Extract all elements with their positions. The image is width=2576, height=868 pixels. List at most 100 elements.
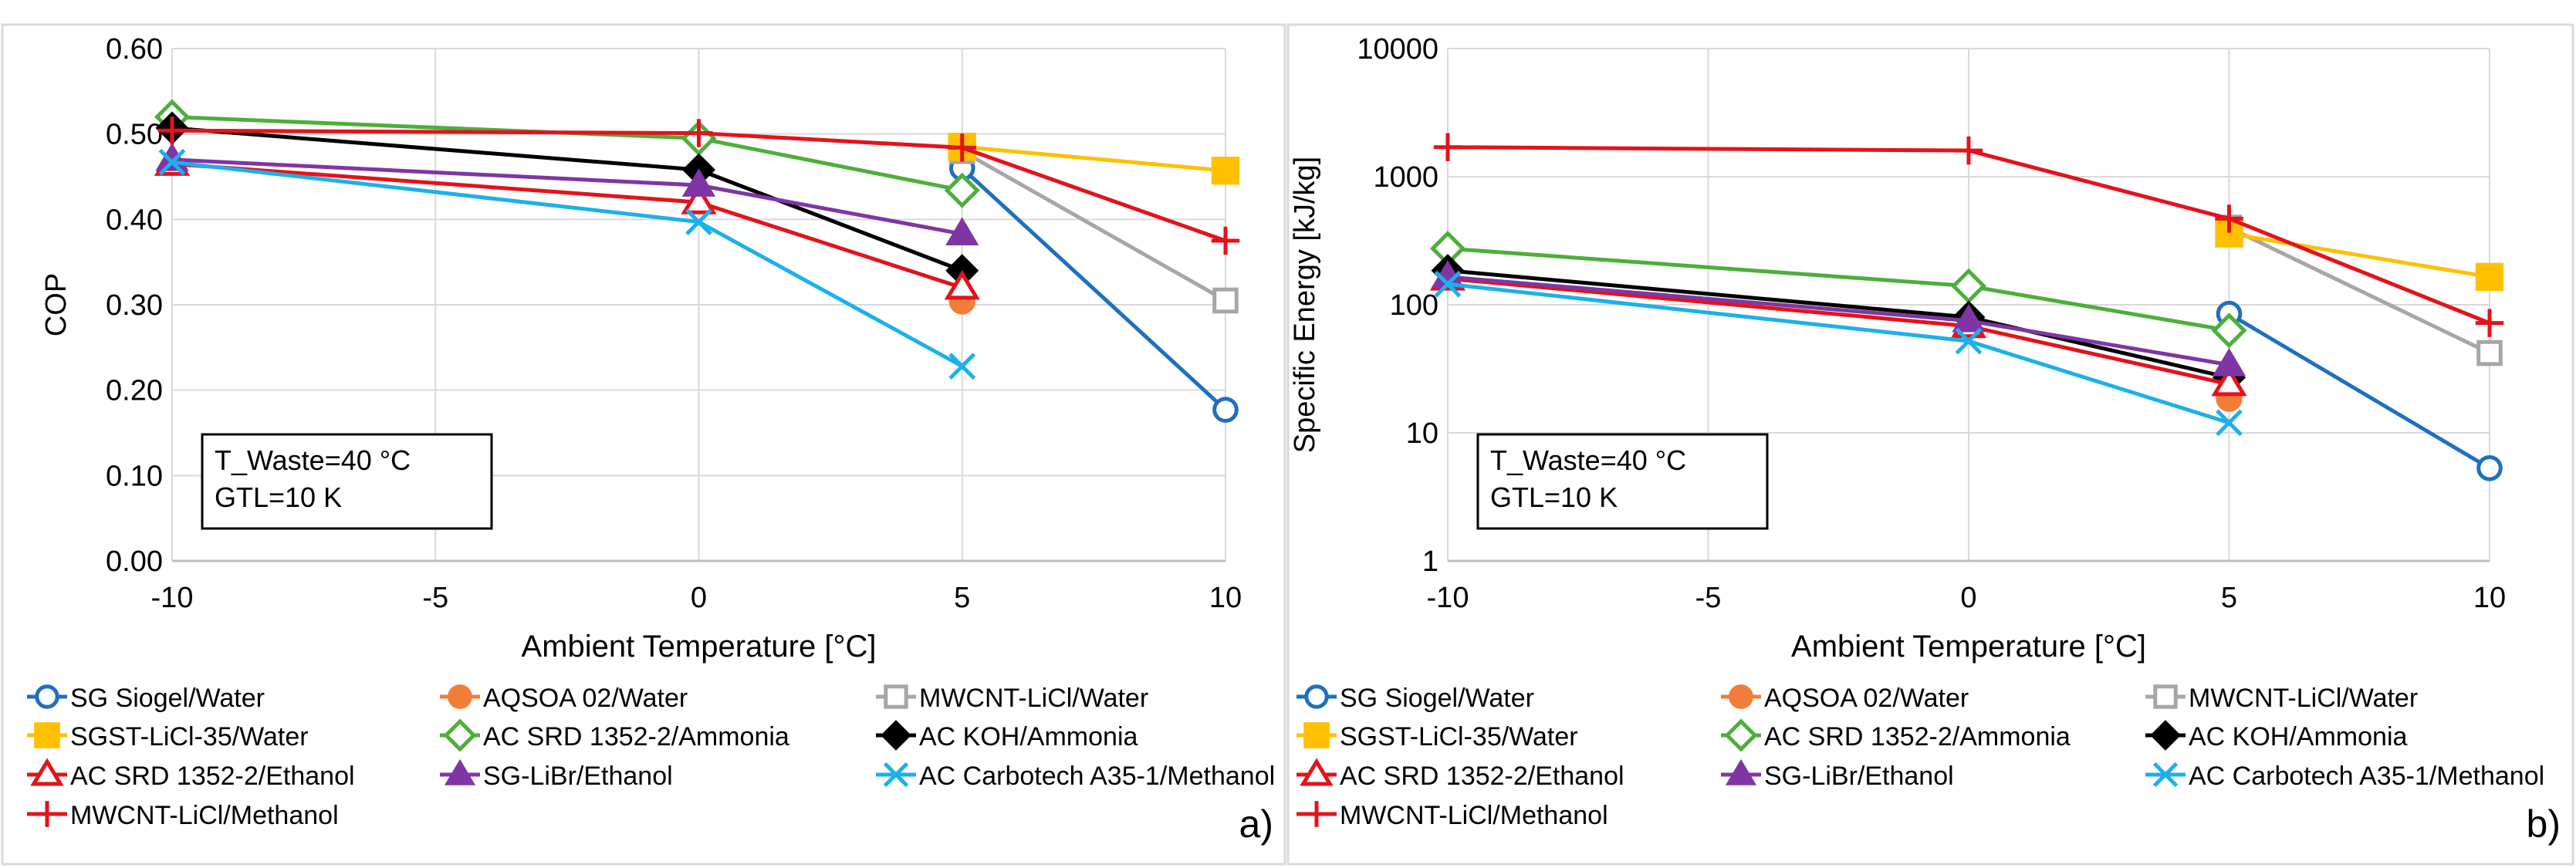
series-line xyxy=(961,167,1227,411)
legend-item-ac-koh-ammonia: AC KOH/Ammonia xyxy=(876,720,1138,751)
series-sg-siogel-water xyxy=(948,155,1239,423)
legend-marker xyxy=(34,722,60,748)
legend-marker xyxy=(1725,758,1757,785)
legend-item-ac-srd-1352-2-ethanol: AC SRD 1352-2/Ethanol xyxy=(1296,758,1624,791)
legend-item-sg-siogel-water: SG Siogel/Water xyxy=(1296,684,1534,713)
series-sgst-licl-35-water xyxy=(2215,219,2504,292)
x-tick-label: -5 xyxy=(422,582,448,614)
legend-label: SG-LiBr/Ethanol xyxy=(1764,762,1954,791)
y-tick-label: 0.10 xyxy=(106,460,163,492)
x-tick-label: -10 xyxy=(151,582,194,614)
x-tick-label: 5 xyxy=(954,582,970,614)
legend-marker xyxy=(444,758,476,785)
legend-label: SG-LiBr/Ethanol xyxy=(483,762,673,791)
legend-label: AC Carbotech A35-1/Methanol xyxy=(2189,762,2544,791)
y-tick-label: 0.60 xyxy=(106,33,163,66)
x-axis-title: Ambient Temperature [°C] xyxy=(1791,630,2146,664)
legend-a: SG Siogel/Water AQSOA 02/Water MWCNT-LiCl/… xyxy=(27,684,1275,830)
legend-marker xyxy=(448,684,472,709)
annotation-text: GTL=10 K xyxy=(215,481,342,513)
series-ac-carbotech-a35-1-methanol xyxy=(158,148,976,380)
legend-item-aqsoa-02-water: AQSOA 02/Water xyxy=(1721,684,1969,713)
annotation-frame xyxy=(1476,433,1769,530)
legend-label: AC SRD 1352-2/Ethanol xyxy=(1340,762,1624,791)
legend-item-mwcnt-licl-methanol: MWCNT-LiCl/Methanol xyxy=(1296,801,1608,830)
series-ac-carbotech-a35-1-methanol xyxy=(1434,270,2243,437)
legend-marker xyxy=(883,762,909,788)
data-point xyxy=(2212,347,2246,377)
data-point xyxy=(944,172,980,208)
legend-label: AC KOH/Ammonia xyxy=(919,722,1138,751)
legend-marker xyxy=(1300,758,1334,786)
legend-marker xyxy=(881,720,911,751)
y-tick-label: 0.40 xyxy=(106,204,163,236)
data-point xyxy=(685,119,713,147)
legend-label: SG Siogel/Water xyxy=(1340,684,1534,713)
y-axis-title: COP xyxy=(40,273,73,336)
data-point xyxy=(948,133,976,162)
y-tick-label: 1 xyxy=(1422,545,1438,578)
panel-b-frame xyxy=(1286,23,2574,866)
data-point xyxy=(948,353,976,380)
legend-marker xyxy=(30,758,64,786)
series-mwcnt-licl-water xyxy=(2216,214,2503,366)
legend-marker xyxy=(1304,684,1329,709)
data-point xyxy=(2215,204,2243,233)
data-point xyxy=(685,208,712,236)
series-sg-libr-ethanol xyxy=(1431,260,2246,377)
y-tick-label: 10 xyxy=(1406,417,1438,450)
legend-label: AQSOA 02/Water xyxy=(483,684,688,713)
series-mwcnt-licl-water xyxy=(948,138,1239,314)
panel-label: a) xyxy=(1239,802,1273,846)
x-tick-label: 5 xyxy=(2221,582,2237,614)
legend-label: AQSOA 02/Water xyxy=(1764,684,1969,713)
panel-label: b) xyxy=(2527,802,2561,846)
legend-label: AC SRD 1352-2/Ammonia xyxy=(483,722,789,751)
data-point xyxy=(1950,268,1987,304)
data-point xyxy=(945,217,979,245)
legend-item-ac-srd-1352-2-ethanol: AC SRD 1352-2/Ethanol xyxy=(27,758,355,791)
panel-a-frame xyxy=(1,23,1286,866)
y-tick-label: 1000 xyxy=(1373,161,1438,194)
annotation-text: T_Waste=40 °C xyxy=(215,444,411,476)
legend-item-ac-koh-ammonia: AC KOH/Ammonia xyxy=(2145,720,2407,751)
legend-marker xyxy=(35,684,59,709)
legend-item-sg-libr-ethanol: SG-LiBr/Ethanol xyxy=(1721,758,1954,791)
legend-label: SG Siogel/Water xyxy=(70,684,265,713)
legend-marker xyxy=(1303,801,1330,827)
x-tick-label: 10 xyxy=(1209,582,1242,614)
y-tick-label: 100 xyxy=(1390,289,1438,322)
data-point xyxy=(1954,136,1983,165)
legend-item-aqsoa-02-water: AQSOA 02/Water xyxy=(440,684,688,713)
y-tick-label: 0.20 xyxy=(106,375,163,407)
data-point xyxy=(1212,397,1239,423)
data-point xyxy=(158,148,186,176)
series-line xyxy=(961,149,1227,302)
legend-marker xyxy=(34,801,60,827)
data-point xyxy=(1952,303,1986,333)
series-line xyxy=(962,144,1226,173)
legend-marker xyxy=(2150,720,2181,751)
x-tick-label: 0 xyxy=(691,582,707,614)
data-point xyxy=(2476,339,2503,366)
y-tick-label: 0.50 xyxy=(106,119,163,151)
legend-marker xyxy=(2153,684,2178,709)
y-tick-label: 0.30 xyxy=(106,289,163,322)
x-tick-label: 0 xyxy=(1960,582,1976,614)
legend-item-sgst-licl-35-water: SGST-LiCl-35/Water xyxy=(27,722,309,751)
data-point xyxy=(1211,226,1240,255)
legend-label: MWCNT-LiCl/Water xyxy=(2189,684,2418,713)
series-line xyxy=(171,128,1226,243)
x-tick-label: -5 xyxy=(1695,582,1722,614)
legend-label: AC Carbotech A35-1/Methanol xyxy=(919,762,1275,791)
data-point xyxy=(944,269,980,300)
data-point xyxy=(2211,312,2247,349)
series-line xyxy=(2228,312,2491,470)
data-point xyxy=(681,168,716,197)
legend-marker xyxy=(884,684,908,709)
x-axis-title: Ambient Temperature [°C] xyxy=(522,630,877,664)
legend-item-sgst-licl-35-water: SGST-LiCl-35/Water xyxy=(1296,722,1578,751)
data-point xyxy=(2475,309,2504,337)
legend-label: MWCNT-LiCl/Methanol xyxy=(70,801,339,830)
legend-item-sg-libr-ethanol: SG-LiBr/Ethanol xyxy=(440,758,673,791)
